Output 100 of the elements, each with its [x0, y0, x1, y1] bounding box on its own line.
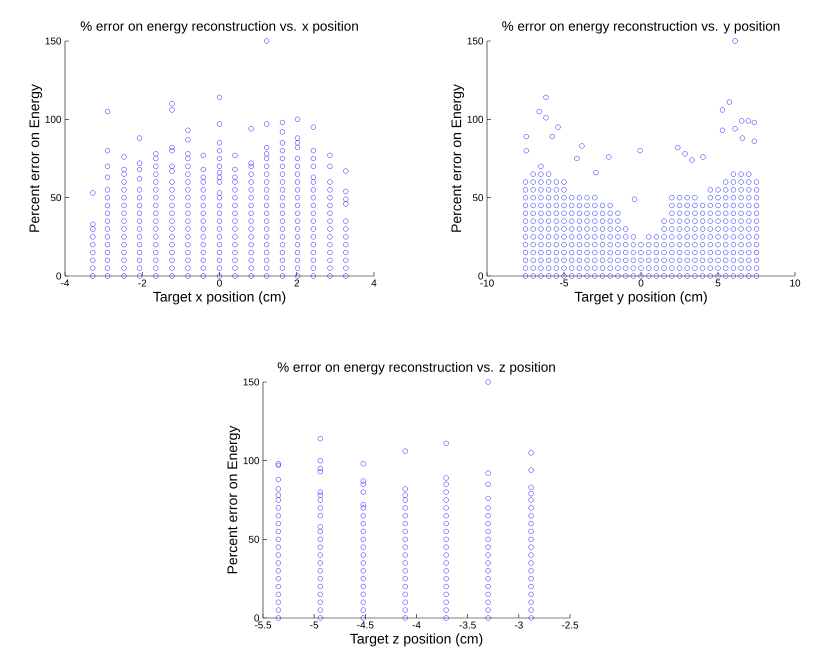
- point: [343, 168, 348, 174]
- point: [538, 242, 544, 248]
- point: [121, 258, 127, 263]
- point: [661, 218, 667, 224]
- point: [104, 234, 110, 240]
- point: [554, 218, 559, 224]
- point: [692, 273, 698, 279]
- point: [318, 536, 323, 542]
- point: [232, 174, 238, 180]
- point: [121, 273, 127, 279]
- point: [692, 250, 698, 256]
- point: [661, 250, 667, 256]
- point: [276, 486, 281, 492]
- point: [136, 187, 142, 192]
- point: [310, 226, 316, 232]
- point: [732, 38, 738, 44]
- point: [546, 250, 552, 256]
- x-tick-label: -3.5: [460, 622, 476, 629]
- point: [327, 195, 333, 200]
- point: [576, 210, 582, 216]
- point: [576, 218, 582, 224]
- point: [327, 187, 333, 192]
- point: [310, 187, 316, 192]
- point: [730, 266, 736, 271]
- point: [622, 266, 628, 271]
- point: [538, 202, 544, 208]
- point: [444, 520, 449, 526]
- point: [185, 266, 190, 271]
- point: [216, 242, 222, 248]
- point: [676, 266, 682, 271]
- point: [723, 226, 728, 232]
- point: [276, 592, 281, 598]
- point: [276, 505, 281, 510]
- point: [561, 202, 567, 208]
- point: [310, 148, 316, 154]
- point: [637, 148, 643, 154]
- point: [248, 187, 254, 192]
- point: [121, 187, 127, 192]
- point: [522, 250, 528, 256]
- x-tick-label: 0: [638, 280, 644, 287]
- point: [723, 218, 728, 224]
- point: [169, 210, 175, 216]
- point: [622, 258, 628, 263]
- point: [276, 584, 281, 590]
- point: [675, 144, 680, 150]
- point: [592, 258, 598, 263]
- point: [576, 234, 582, 240]
- point: [600, 258, 606, 263]
- point: [546, 258, 552, 263]
- point: [232, 273, 238, 279]
- point: [280, 129, 286, 134]
- point: [343, 250, 348, 256]
- point: [169, 258, 175, 263]
- point: [726, 99, 732, 105]
- point: [584, 273, 590, 279]
- point: [530, 202, 536, 208]
- point: [90, 242, 96, 248]
- point: [276, 560, 281, 566]
- point: [689, 157, 694, 163]
- point: [318, 608, 323, 613]
- point: [524, 148, 529, 154]
- point: [360, 536, 366, 542]
- point: [669, 234, 674, 240]
- point: [276, 600, 281, 605]
- point: [543, 94, 549, 100]
- point: [754, 258, 760, 263]
- point: [264, 121, 270, 127]
- point: [530, 266, 536, 271]
- point: [615, 210, 621, 216]
- point: [402, 568, 408, 574]
- point: [754, 273, 760, 279]
- point: [576, 266, 582, 271]
- point: [700, 218, 706, 224]
- point: [676, 258, 682, 263]
- point: [738, 202, 744, 208]
- x-tick-label: 5: [716, 280, 720, 286]
- point: [538, 172, 544, 177]
- point: [216, 140, 222, 146]
- point: [554, 242, 559, 248]
- point: [692, 226, 698, 232]
- point: [524, 134, 529, 140]
- point: [310, 258, 316, 263]
- point: [216, 174, 222, 180]
- point: [608, 210, 613, 216]
- point: [402, 492, 408, 498]
- y-tick-label: 150: [244, 378, 260, 386]
- point: [600, 250, 606, 256]
- point: [608, 242, 613, 248]
- point: [248, 266, 254, 271]
- point: [185, 172, 190, 177]
- point: [622, 234, 628, 240]
- point: [216, 202, 222, 208]
- point: [264, 187, 270, 192]
- point: [294, 172, 300, 177]
- point: [569, 210, 574, 216]
- point: [654, 242, 660, 248]
- point: [136, 160, 142, 166]
- point: [444, 544, 449, 550]
- point: [730, 172, 736, 177]
- y-tick-label: 100: [244, 457, 260, 464]
